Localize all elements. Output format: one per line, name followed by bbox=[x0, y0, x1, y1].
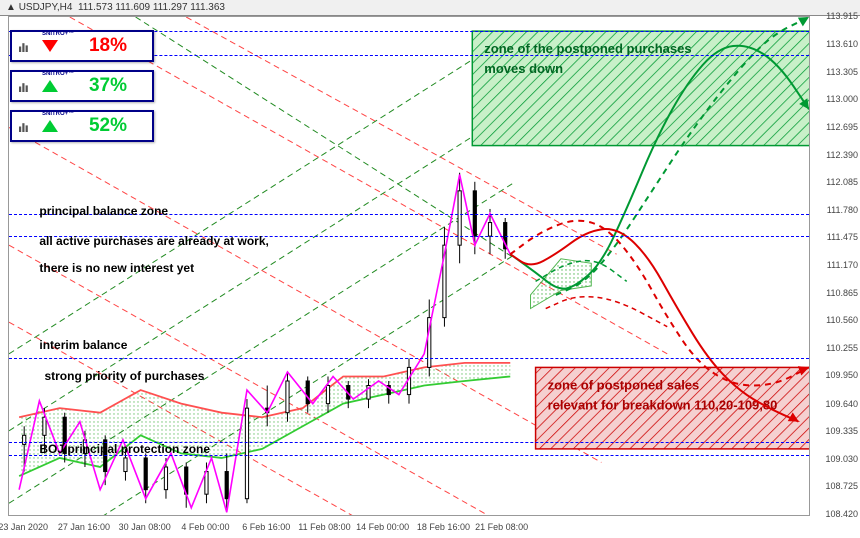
svg-text:zone of postponed sales: zone of postponed sales bbox=[548, 377, 700, 392]
indicator-box-d1[interactable]: SNITRO+™52% bbox=[10, 110, 154, 142]
y-tick: 109.640 bbox=[825, 399, 858, 409]
y-tick: 113.610 bbox=[826, 39, 858, 49]
svg-text:zone of the postponed purchase: zone of the postponed purchases bbox=[484, 41, 691, 56]
x-tick: 11 Feb 08:00 bbox=[298, 522, 350, 532]
indicator-brand: SNITRO+™ bbox=[42, 111, 74, 117]
y-tick: 109.030 bbox=[825, 454, 858, 464]
indicator-brand: SNITRO+™ bbox=[42, 71, 74, 77]
y-tick: 110.865 bbox=[826, 288, 858, 298]
x-tick: 18 Feb 16:00 bbox=[417, 522, 470, 532]
horizontal-level bbox=[9, 358, 809, 359]
indicator-brand: SNITRO+™ bbox=[42, 31, 74, 37]
y-tick: 111.780 bbox=[827, 205, 858, 215]
chart-container: ▲ USDJPY,H4 111.573 111.609 111.297 111.… bbox=[0, 0, 860, 538]
chart-annotation: strong priority of purchases bbox=[44, 369, 204, 383]
svg-text:relevant for breakdown 110,20-: relevant for breakdown 110,20-109,80 bbox=[548, 397, 778, 412]
y-tick: 113.305 bbox=[826, 67, 858, 77]
arrow-up-icon bbox=[36, 118, 64, 134]
y-tick: 113.915 bbox=[826, 11, 858, 21]
x-tick: 21 Feb 08:00 bbox=[475, 522, 528, 532]
indicator-box-h4[interactable]: SNITRO+™37% bbox=[10, 70, 154, 102]
y-tick: 110.255 bbox=[826, 343, 858, 353]
y-tick: 113.000 bbox=[826, 94, 858, 104]
indicator-box-h1[interactable]: SNITRO+™18% bbox=[10, 30, 154, 62]
chart-annotation: BOJ principal protection zone bbox=[39, 442, 210, 456]
arrow-down-icon bbox=[36, 38, 64, 54]
y-tick: 110.560 bbox=[826, 315, 858, 325]
timeframe-icon bbox=[12, 121, 36, 132]
indicator-percent: 52% bbox=[64, 115, 152, 137]
x-tick: 6 Feb 16:00 bbox=[242, 522, 290, 532]
chart-annotation: principal balance zone bbox=[39, 204, 168, 218]
chart-header: ▲ USDJPY,H4 111.573 111.609 111.297 111.… bbox=[0, 0, 860, 16]
y-tick: 111.475 bbox=[827, 232, 858, 242]
chart-annotation: there is no new interest yet bbox=[39, 261, 194, 275]
indicator-percent: 37% bbox=[64, 75, 152, 97]
ohlc-label: 111.573 111.609 111.297 111.363 bbox=[78, 2, 225, 13]
y-tick: 112.085 bbox=[826, 177, 858, 187]
chart-annotation: all active purchases are already at work… bbox=[39, 234, 268, 248]
timeframe-icon bbox=[12, 41, 36, 52]
chart-annotation: interim balance bbox=[39, 338, 127, 352]
arrow-up-icon bbox=[36, 78, 64, 94]
y-tick: 108.725 bbox=[825, 481, 858, 491]
y-tick: 108.420 bbox=[825, 509, 858, 519]
y-axis: 113.915113.610113.305113.000112.695112.3… bbox=[812, 16, 860, 516]
y-tick: 109.335 bbox=[825, 426, 858, 436]
y-tick: 112.390 bbox=[826, 150, 858, 160]
x-tick: 23 Jan 2020 bbox=[0, 522, 48, 532]
y-tick: 112.695 bbox=[826, 122, 858, 132]
symbol-label: USDJPY,H4 bbox=[19, 2, 73, 13]
timeframe-icon bbox=[12, 81, 36, 92]
indicator-percent: 18% bbox=[64, 35, 152, 57]
y-tick: 109.950 bbox=[825, 370, 858, 380]
indicator-panel: SNITRO+™18%SNITRO+™37%SNITRO+™52% bbox=[10, 30, 154, 150]
x-axis: 23 Jan 202027 Jan 16:0030 Jan 08:004 Feb… bbox=[8, 518, 810, 532]
y-tick: 111.170 bbox=[827, 260, 858, 270]
x-tick: 14 Feb 00:00 bbox=[356, 522, 409, 532]
x-tick: 4 Feb 00:00 bbox=[181, 522, 229, 532]
x-tick: 27 Jan 16:00 bbox=[58, 522, 110, 532]
svg-text:moves down: moves down bbox=[484, 61, 563, 76]
x-tick: 30 Jan 08:00 bbox=[119, 522, 171, 532]
